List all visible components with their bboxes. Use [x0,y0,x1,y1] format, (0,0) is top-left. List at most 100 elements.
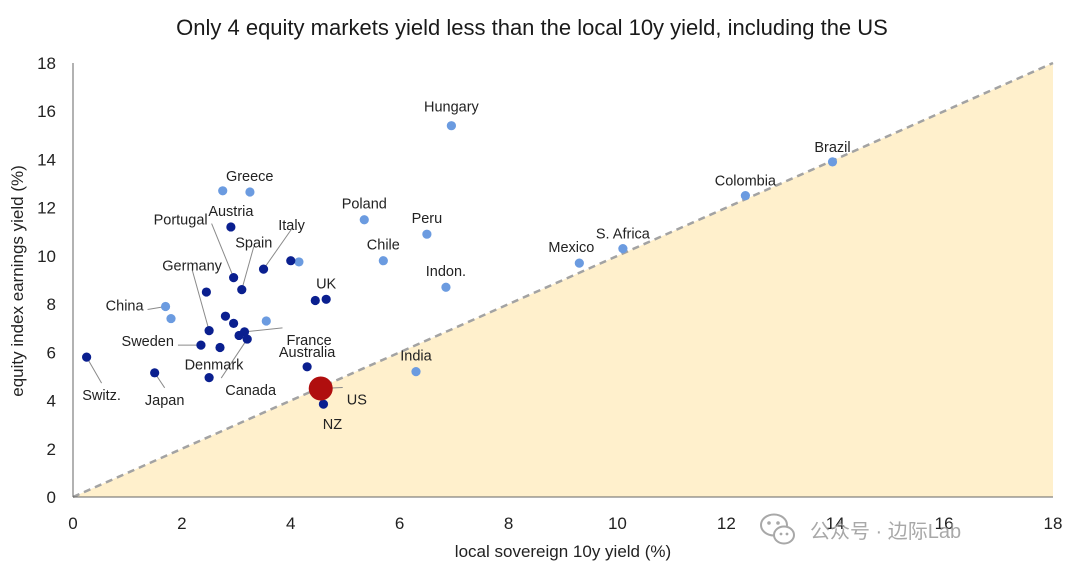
data-label: NZ [323,417,342,433]
data-label: India [400,349,432,365]
data-point [215,342,225,353]
leader-line [211,223,235,278]
y-tick-label: 6 [47,343,56,362]
data-point [310,295,320,306]
y-tick-label: 12 [37,199,56,218]
leader-line [263,228,292,270]
x-tick-label: 0 [68,514,77,533]
data-point-us [308,376,333,401]
data-point [229,272,239,283]
leader-line [191,269,210,331]
x-tick-label: 4 [286,514,295,533]
data-point [294,257,304,267]
data-label: Spain [235,236,272,252]
x-tick-labels: 0 2 4 6 8 10 12 14 16 18 [68,514,1062,533]
data-label: UK [316,276,336,292]
chart-title: Only 4 equity markets yield less than th… [176,15,888,40]
y-tick-label: 16 [37,102,56,121]
data-label: Germany [162,259,222,275]
data-label: France [287,333,332,349]
data-point [201,287,211,297]
data-label: US [347,393,367,409]
data-point [160,301,171,312]
data-point [827,157,838,167]
data-point [166,313,176,324]
data-point [359,215,369,225]
y-tick-label: 4 [47,392,56,411]
data-label: Portugal [154,213,208,229]
y-tick-label: 8 [47,295,56,314]
data-point [150,368,160,378]
data-point [237,285,247,295]
data-label: Italy [278,218,305,234]
x-tick-label: 2 [177,514,186,533]
y-tick-label: 2 [47,440,56,459]
data-label: Denmark [185,358,245,374]
data-point [574,258,584,268]
data-point [321,294,331,304]
x-tick-label: 12 [717,514,736,533]
data-point [196,340,206,350]
x-tick-label: 6 [395,514,404,533]
data-point [740,191,750,201]
data-label: Chile [367,238,400,254]
data-point [234,330,244,341]
data-label: Austria [208,204,254,220]
x-tick-label: 14 [826,514,845,533]
data-label: Brazil [814,140,850,156]
data-label: Colombia [715,174,777,190]
data-points [82,121,838,409]
data-point [618,244,628,254]
data-label: Australia [279,345,336,361]
data-label: Greece [226,169,274,185]
data-label: Switz. [82,388,121,404]
leader-line [244,327,283,333]
data-point [441,282,451,292]
x-tick-label: 16 [935,514,954,533]
parity-diagonal-line [72,61,1054,499]
data-point [204,373,214,383]
data-point [286,256,296,266]
x-axis-label: local sovereign 10y yield (%) [455,542,671,561]
data-label: Peru [412,211,443,227]
data-point [446,121,456,131]
x-tick-label: 8 [504,514,513,533]
leader-line [241,246,255,290]
data-label: Mexico [548,240,594,256]
y-tick-label: 14 [37,150,56,169]
wechat-icon [760,513,795,545]
data-label: Sweden [122,334,174,350]
data-point [261,316,271,326]
x-tick-label: 18 [1044,514,1063,533]
data-label: China [106,299,145,315]
data-point [218,186,228,196]
data-point [82,352,92,362]
y-tick-labels: 0 2 4 6 8 10 12 14 16 18 [37,54,56,507]
data-point [302,362,312,372]
data-point [204,326,214,336]
data-point [229,318,239,328]
data-point [422,229,432,239]
y-tick-label: 10 [37,247,56,266]
watermark: 公众号 · 边际Lab [760,513,961,545]
data-label: Japan [145,393,185,409]
data-point [245,187,255,197]
data-label: Indon. [426,264,466,280]
y-axis-label: equity index earnings yield (%) [8,165,27,397]
data-point [220,311,231,321]
data-point [258,264,269,274]
data-label: S. Africa [596,227,651,243]
y-tick-label: 18 [37,54,56,73]
data-point [378,256,388,266]
y-tick-label: 0 [47,488,56,507]
data-point [242,334,252,344]
leader-line [86,356,103,384]
leader-line [220,338,248,379]
data-label: Hungary [424,100,480,116]
data-point [411,367,421,377]
x-tick-label: 10 [608,514,627,533]
watermark-text: 公众号 · 边际Lab [810,520,961,543]
